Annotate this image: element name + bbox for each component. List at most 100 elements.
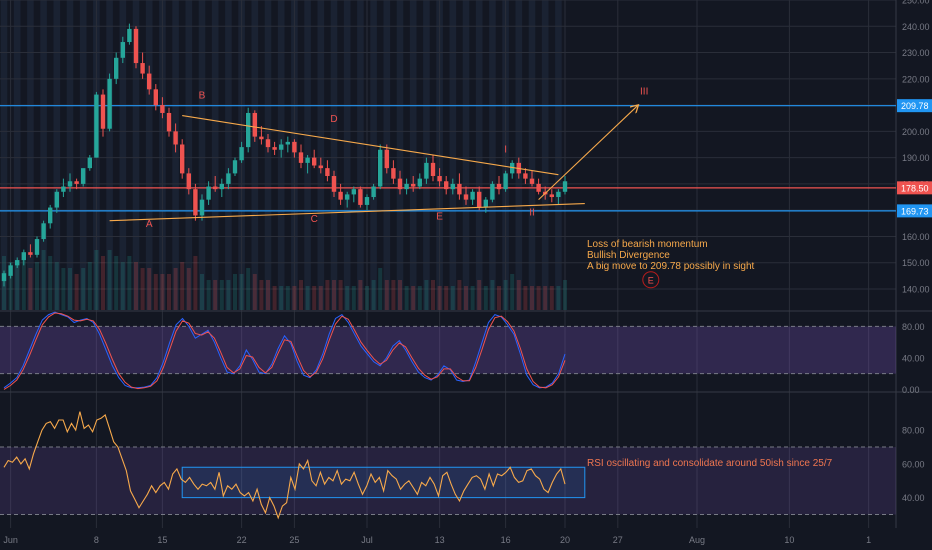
volume-bar [94,250,99,310]
session-shade [40,0,47,310]
candle-body [147,73,152,90]
time-tick-label: 16 [501,535,511,545]
price-annotation-line: A big move to 209.78 possibly in sight [587,261,755,272]
candle-body [338,191,343,200]
candle-body [318,165,323,169]
price-annotation-line: Bullish Divergence [587,250,670,261]
price-tick-label: 160.00 [902,232,930,242]
candle-body [81,168,86,184]
candle-body [384,149,389,169]
candle-body [21,252,26,261]
volume-bar [252,274,257,310]
candle-body [186,173,191,190]
wave-label-circled: E [648,275,654,285]
candle-body [331,176,337,192]
candle-body [226,173,231,184]
time-tick-label: 13 [435,535,445,545]
stochastic-line [3,311,566,389]
candle-body [133,28,139,64]
time-tick-label: 22 [237,535,247,545]
candle-body [444,181,449,190]
rsi-annotation: RSI oscillating and consolidate around 5… [587,458,833,469]
candle-body [523,173,528,179]
candle-body [41,223,46,240]
candle-body [371,186,376,198]
candle-body [67,181,73,187]
session-shade [330,0,338,310]
candle-body [120,42,125,58]
volume-bar [8,262,13,310]
price-level-label: 209.78 [901,101,929,111]
volume-bar [246,268,251,310]
session-shade [528,0,536,310]
volume-bar [21,256,26,310]
time-tick-label: 20 [560,535,570,545]
volume-bar [61,268,66,310]
volume-bar [279,286,284,310]
price-level-label: 178.50 [901,183,929,193]
wave-label: D [330,114,337,125]
candle-body [345,194,350,200]
wave-label: C [311,214,318,225]
session-shade [317,0,325,310]
volume-bar [285,286,290,310]
session-shade [449,0,457,310]
candle-body [114,57,119,79]
volume-bar [490,280,495,310]
time-tick-label: 10 [784,535,794,545]
volume-bar [35,262,39,310]
volume-bar [15,262,20,310]
candle-body [8,265,13,276]
volume-bar [48,256,53,310]
candle-body [239,147,244,161]
session-shade [145,0,153,310]
session-shade [27,0,34,310]
candle-body [536,183,541,192]
volume-bar [101,256,105,310]
session-shade [555,0,562,310]
volume-bar [180,262,185,310]
candle-body [1,273,7,282]
candle-body [232,160,238,174]
price-tick-label: 240.00 [902,22,930,32]
volume-bar [345,286,350,310]
oscillator-band [0,326,896,374]
oscillator-tick-label: 60.00 [902,459,925,469]
rsi-panel[interactable]: 40.00 60.00 80.00 [0,411,925,520]
price-tick-label: 200.00 [902,127,930,137]
volume-bar [523,286,528,310]
session-shade [409,0,417,310]
volume-bar [233,274,237,310]
session-shade [264,0,272,310]
session-shade [396,0,404,310]
volume-bar [398,280,402,310]
volume-bar [134,262,138,310]
session-shade [541,0,549,310]
price-tick-label: 190.00 [902,153,930,163]
volume-bar [299,280,303,310]
candle-body [417,178,422,187]
stochastic-line [3,312,566,390]
candle-body [265,139,271,148]
candle-body [28,252,33,255]
volume-bar [213,280,218,310]
volume-bar [147,268,152,310]
price-panel[interactable]: ABCDEIIIIIIE140.00150.00160.00170.00180.… [0,0,932,528]
candle-body [54,191,59,208]
volume-bar [417,286,422,310]
session-shade [370,0,377,310]
volume-bar [424,280,429,310]
wave-label: E [436,211,443,222]
volume-bar [272,286,277,310]
candle-body [529,178,535,184]
oscillator-tick-label: 40.00 [902,493,925,503]
candle-body [173,131,178,145]
session-shade [211,0,219,310]
volume-bar [549,286,554,310]
volume-bar [365,286,369,310]
stochastic-panel[interactable]: 0.00 40.00 80.00 [0,311,925,395]
candle-body [411,183,416,187]
candle-body [549,194,554,198]
session-shade [185,0,193,310]
